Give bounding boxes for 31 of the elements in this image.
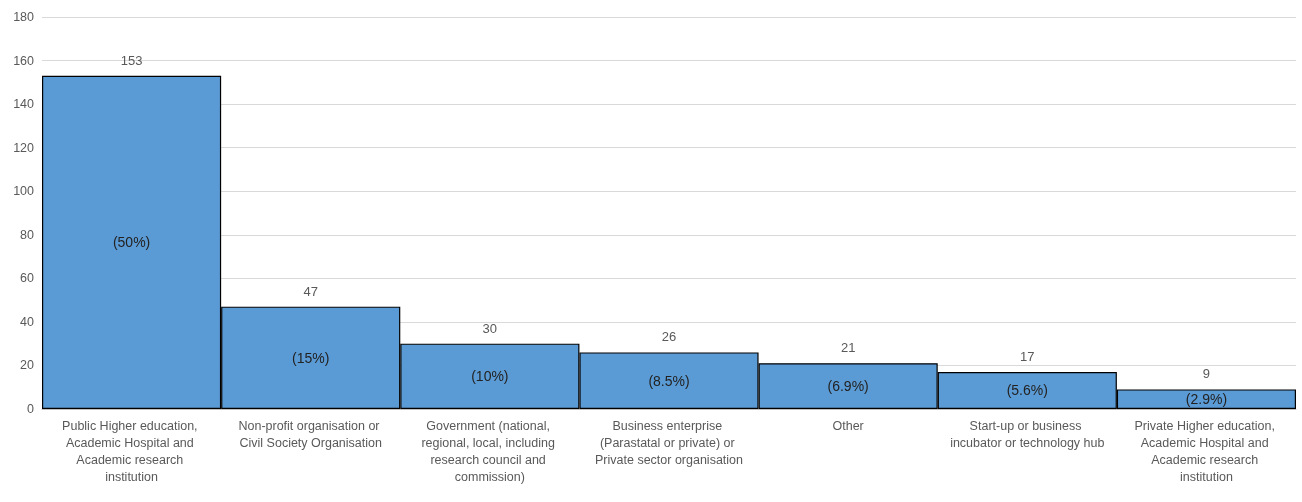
x-tick-label: Non-profit organisation or Civil Society Organisation [238,418,383,450]
y-tick-label: 100 [13,184,35,199]
annotation: (8.5%) [648,372,690,389]
data-label: 9 [1202,366,1211,382]
y-tick-label: 120 [13,140,35,155]
data-label: 26 [661,329,677,345]
y-tick-label: 180 [13,10,35,24]
y-tick-label: 60 [20,271,35,286]
annotation: (50%) [112,234,151,251]
x-tick-label: Public Higher education, Academic Hospital and Academic research institution [62,418,202,484]
y-tick-label: 20 [20,358,35,373]
x-tick-label: Other [832,418,864,433]
data-label: 47 [303,283,318,299]
data-label: 30 [482,320,498,336]
x-tick-label: Business enterprise (Parastatal or private) or Private sector organisation [595,418,744,467]
annotation: (10%) [471,368,509,385]
annotation: (2.9%) [1185,391,1228,408]
y-tick-label: 80 [20,227,35,242]
data-label: 17 [1020,348,1035,364]
y-tick-label: 0 [27,402,35,416]
x-tick-label: Government (national, regional, local, including research council and commission) [421,418,559,484]
x-tick-label: Start-up or business incubator or technology hub [950,418,1105,450]
y-tick-label: 140 [13,97,35,112]
annotation: (15%) [292,349,330,366]
y-tick-label: 40 [20,314,35,329]
y-tick-label: 160 [13,53,35,68]
data-label: 21 [840,340,856,356]
annotation: (6.9%) [827,378,869,395]
annotation: (5.6%) [1006,382,1048,399]
data-label: 153 [120,52,143,68]
x-tick-label: Private Higher education, Academic Hospital and Academic research institution [1134,418,1279,484]
